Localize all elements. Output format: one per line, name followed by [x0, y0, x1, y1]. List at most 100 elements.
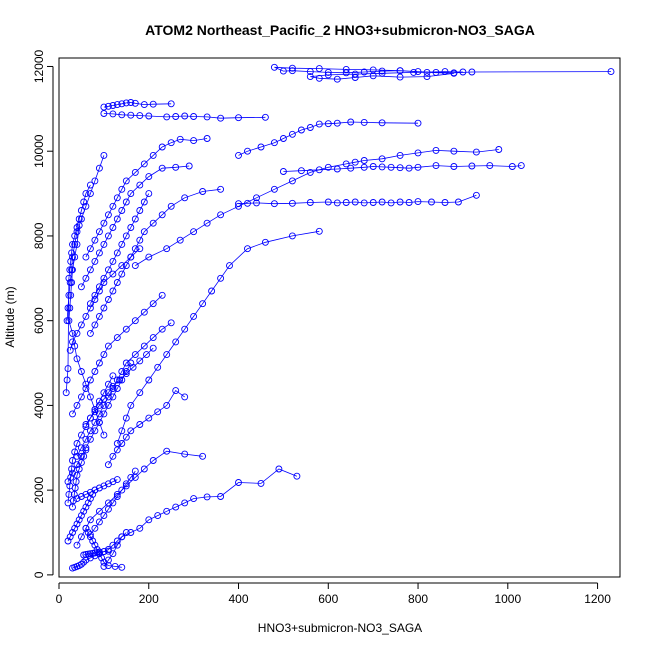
- data-point: [104, 211, 112, 219]
- data-point: [315, 74, 323, 82]
- data-point: [167, 319, 175, 327]
- data-point: [244, 147, 251, 155]
- data-point: [71, 240, 79, 248]
- series-profile: [270, 63, 615, 83]
- data-point: [149, 457, 157, 464]
- data-point: [149, 151, 157, 159]
- data-point: [217, 211, 225, 219]
- data-point: [66, 304, 74, 312]
- data-point: [131, 168, 139, 176]
- data-point: [80, 558, 88, 566]
- data-point: [288, 67, 296, 75]
- series-profile: [104, 387, 189, 469]
- data-point: [104, 556, 112, 564]
- data-point: [95, 283, 103, 291]
- data-point: [378, 119, 386, 127]
- data-point: [279, 168, 287, 175]
- series-profile: [100, 110, 269, 122]
- data-point: [64, 365, 72, 373]
- data-point: [73, 401, 81, 409]
- data-point: [122, 262, 130, 270]
- data-point: [127, 99, 135, 106]
- series-line: [103, 468, 298, 567]
- data-point: [163, 113, 171, 121]
- series-profile: [131, 146, 503, 270]
- data-point: [75, 465, 83, 473]
- data-point: [315, 227, 323, 235]
- data-point: [73, 541, 81, 549]
- data-point: [91, 486, 99, 494]
- data-point: [113, 194, 121, 202]
- data-point: [410, 68, 418, 76]
- data-point: [369, 163, 377, 170]
- series-profile: [66, 245, 144, 354]
- data-point: [351, 198, 359, 206]
- series-profile: [73, 476, 121, 503]
- data-point: [140, 465, 148, 473]
- y-axis: 0 2000 4000 6000 8000 10000 12000: [32, 49, 54, 578]
- data-point: [84, 499, 92, 507]
- data-point: [86, 304, 94, 312]
- data-point: [82, 312, 90, 320]
- data-point: [405, 199, 413, 206]
- data-point: [387, 199, 395, 207]
- data-point: [95, 548, 103, 556]
- data-point: [73, 329, 81, 337]
- data-point: [86, 533, 94, 541]
- data-point: [324, 71, 332, 79]
- data-point: [405, 164, 413, 172]
- data-point: [91, 368, 99, 375]
- data-point: [122, 370, 130, 378]
- data-point: [66, 346, 74, 354]
- y-tick-label: 10000: [32, 134, 46, 168]
- data-point: [91, 406, 99, 414]
- data-point: [104, 562, 112, 570]
- data-point: [77, 444, 85, 452]
- data-point: [208, 287, 216, 295]
- data-point: [104, 296, 112, 303]
- data-point: [136, 207, 144, 214]
- data-point: [113, 279, 121, 286]
- data-point: [82, 446, 90, 454]
- series-line: [238, 121, 419, 156]
- series-line: [85, 347, 154, 425]
- data-point: [89, 549, 97, 557]
- data-point: [360, 157, 368, 164]
- data-point: [109, 270, 117, 278]
- x-axis: 0 200 400 600 800 1000 1200: [56, 582, 611, 606]
- data-point: [450, 163, 458, 170]
- series-profile: [80, 547, 112, 559]
- data-point: [73, 224, 81, 231]
- data-point: [68, 465, 76, 473]
- data-point: [369, 199, 377, 206]
- x-tick-label: 200: [139, 592, 159, 606]
- data-point: [472, 148, 480, 156]
- series-line: [238, 194, 477, 205]
- data-point: [226, 262, 233, 270]
- data-point: [113, 385, 121, 392]
- series-profile: [77, 162, 193, 291]
- data-point: [82, 423, 90, 431]
- series-profile: [86, 185, 225, 337]
- data-point: [306, 124, 314, 131]
- plot-frame: [58, 57, 621, 578]
- data-point: [77, 321, 85, 329]
- data-point: [86, 329, 94, 337]
- data-point: [91, 236, 99, 244]
- data-point: [95, 312, 103, 320]
- data-point: [297, 126, 305, 134]
- y-tick-label: 0: [32, 571, 46, 578]
- data-point: [100, 151, 108, 159]
- data-point: [69, 240, 76, 248]
- data-point: [104, 232, 112, 240]
- data-point: [486, 162, 494, 170]
- data-point: [100, 562, 108, 570]
- data-point: [77, 283, 85, 291]
- y-tick-label: 12000: [32, 49, 46, 83]
- data-point: [347, 118, 355, 126]
- data-point: [378, 155, 386, 163]
- data-point: [68, 279, 76, 286]
- data-point: [217, 185, 225, 193]
- data-point: [140, 160, 148, 168]
- data-point: [69, 457, 76, 464]
